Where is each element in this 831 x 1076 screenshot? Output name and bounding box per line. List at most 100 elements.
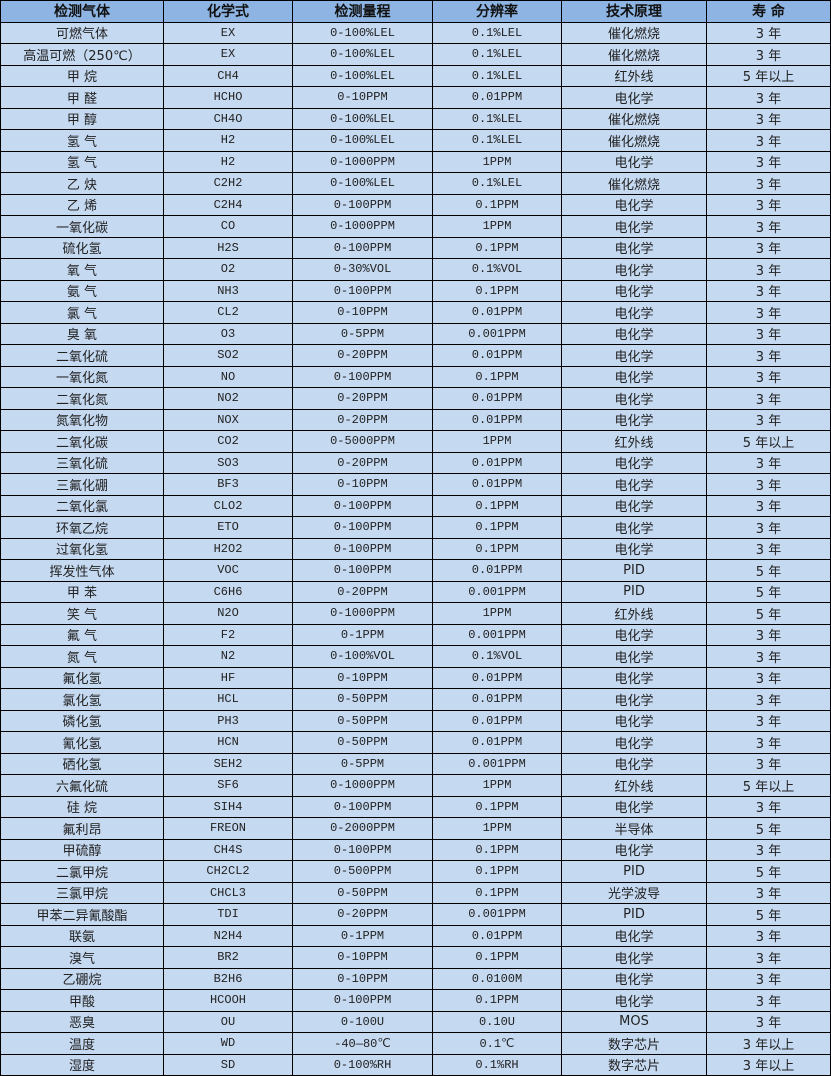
gas-cell: 甲 醛: [0, 86, 164, 109]
table-row: 乙 炔 C2H2 0-100%LEL 0.1%LEL 催化燃烧 3 年: [0, 172, 831, 195]
resolution-cell: 0.001PPM: [432, 752, 562, 775]
range-cell: 0-100PPM: [292, 516, 433, 539]
principle-cell: 电化学: [561, 215, 707, 238]
principle-cell: 电化学: [561, 236, 707, 259]
formula-cell: PH3: [163, 709, 293, 732]
range-cell: 0-1000PPM: [292, 150, 433, 173]
resolution-cell: 1PPM: [432, 602, 562, 625]
range-cell: 0-50PPM: [292, 709, 433, 732]
principle-cell: 电化学: [561, 387, 707, 410]
gas-cell: 一氧化碳: [0, 215, 164, 238]
gas-cell: 笑 气: [0, 602, 164, 625]
table-row: 挥发性气体 VOC 0-100PPM 0.01PPM PID 5 年: [0, 559, 831, 582]
table-row: 氟利昂 FREON 0-2000PPM 1PPM 半导体 5 年: [0, 817, 831, 840]
resolution-cell: 0.01PPM: [432, 451, 562, 474]
header-formula: 化学式: [163, 0, 293, 23]
gas-cell: 恶臭: [0, 1010, 164, 1033]
formula-cell: CLO2: [163, 494, 293, 517]
range-cell: 0-100PPM: [292, 365, 433, 388]
lifespan-cell: 3 年: [706, 21, 831, 44]
table-row: 氢 气 H2 0-1000PPM 1PPM 电化学 3 年: [0, 150, 831, 173]
formula-cell: C2H4: [163, 193, 293, 216]
formula-cell: H2: [163, 150, 293, 173]
principle-cell: 电化学: [561, 623, 707, 646]
principle-cell: PID: [561, 580, 707, 603]
principle-cell: 催化燃烧: [561, 129, 707, 152]
gas-cell: 磷化氢: [0, 709, 164, 732]
lifespan-cell: 3 年: [706, 537, 831, 560]
formula-cell: BR2: [163, 946, 293, 969]
formula-cell: NH3: [163, 279, 293, 302]
lifespan-cell: 3 年: [706, 215, 831, 238]
lifespan-cell: 3 年: [706, 623, 831, 646]
lifespan-cell: 3 年: [706, 279, 831, 302]
header-lifespan: 寿 命: [706, 0, 831, 23]
gas-cell: 溴气: [0, 946, 164, 969]
table-body: 可燃气体 EX 0-100%LEL 0.1%LEL 催化燃烧 3 年高温可燃（250℃） E…: [0, 21, 831, 1076]
table-row: 甲 苯 C6H6 0-20PPM 0.001PPM PID 5 年: [0, 580, 831, 603]
resolution-cell: 0.1%VOL: [432, 645, 562, 668]
principle-cell: 电化学: [561, 322, 707, 345]
principle-cell: 电化学: [561, 86, 707, 109]
principle-cell: 电化学: [561, 688, 707, 711]
lifespan-cell: 3 年以上: [706, 1053, 831, 1076]
range-cell: 0-1000PPM: [292, 215, 433, 238]
range-cell: 0-10PPM: [292, 473, 433, 496]
gas-cell: 氨 气: [0, 279, 164, 302]
range-cell: 0-50PPM: [292, 731, 433, 754]
table-row: 过氧化氢 H2O2 0-100PPM 0.1PPM 电化学 3 年: [0, 537, 831, 560]
range-cell: 0-100%RH: [292, 1053, 433, 1076]
formula-cell: HCN: [163, 731, 293, 754]
formula-cell: N2O: [163, 602, 293, 625]
gas-cell: 二氧化碳: [0, 430, 164, 453]
formula-cell: SEH2: [163, 752, 293, 775]
table-row: 一氧化氮 NO 0-100PPM 0.1PPM 电化学 3 年: [0, 365, 831, 388]
principle-cell: PID: [561, 903, 707, 926]
resolution-cell: 0.1PPM: [432, 516, 562, 539]
table-row: 氨 气 NH3 0-100PPM 0.1PPM 电化学 3 年: [0, 279, 831, 302]
gas-cell: 三氧化硫: [0, 451, 164, 474]
formula-cell: H2S: [163, 236, 293, 259]
resolution-cell: 1PPM: [432, 817, 562, 840]
resolution-cell: 0.001PPM: [432, 623, 562, 646]
resolution-cell: 0.01PPM: [432, 709, 562, 732]
range-cell: 0-100%LEL: [292, 21, 433, 44]
lifespan-cell: 5 年: [706, 817, 831, 840]
resolution-cell: 1PPM: [432, 215, 562, 238]
lifespan-cell: 3 年: [706, 172, 831, 195]
table-row: 环氧乙烷 ETO 0-100PPM 0.1PPM 电化学 3 年: [0, 516, 831, 539]
resolution-cell: 0.1PPM: [432, 881, 562, 904]
table-row: 六氟化硫 SF6 0-1000PPM 1PPM 红外线 5 年以上: [0, 774, 831, 797]
range-cell: 0-500PPM: [292, 860, 433, 883]
gas-cell: 氢 气: [0, 129, 164, 152]
gas-cell: 甲 醇: [0, 107, 164, 130]
resolution-cell: 0.1%LEL: [432, 129, 562, 152]
gas-cell: 氮氧化物: [0, 408, 164, 431]
resolution-cell: 0.1PPM: [432, 795, 562, 818]
lifespan-cell: 3 年: [706, 258, 831, 281]
formula-cell: CO: [163, 215, 293, 238]
range-cell: 0-10PPM: [292, 666, 433, 689]
principle-cell: 红外线: [561, 430, 707, 453]
resolution-cell: 0.01PPM: [432, 473, 562, 496]
resolution-cell: 0.1PPM: [432, 365, 562, 388]
gas-cell: 二氯甲烷: [0, 860, 164, 883]
table-row: 三氧化硫 SO3 0-20PPM 0.01PPM 电化学 3 年: [0, 451, 831, 474]
header-range: 检测量程: [292, 0, 433, 23]
resolution-cell: 0.01PPM: [432, 924, 562, 947]
gas-cell: 甲 苯: [0, 580, 164, 603]
lifespan-cell: 3 年: [706, 666, 831, 689]
lifespan-cell: 3 年: [706, 301, 831, 324]
range-cell: 0-100U: [292, 1010, 433, 1033]
principle-cell: 光学波导: [561, 881, 707, 904]
table-row: 联氨 N2H4 0-1PPM 0.01PPM 电化学 3 年: [0, 924, 831, 947]
range-cell: 0-10PPM: [292, 86, 433, 109]
resolution-cell: 0.1%LEL: [432, 43, 562, 66]
gas-cell: 乙 烯: [0, 193, 164, 216]
principle-cell: 电化学: [561, 709, 707, 732]
lifespan-cell: 3 年: [706, 967, 831, 990]
table-row: 一氧化碳 CO 0-1000PPM 1PPM 电化学 3 年: [0, 215, 831, 238]
lifespan-cell: 3 年: [706, 193, 831, 216]
resolution-cell: 1PPM: [432, 430, 562, 453]
table-row: 氮 气 N2 0-100%VOL 0.1%VOL 电化学 3 年: [0, 645, 831, 668]
